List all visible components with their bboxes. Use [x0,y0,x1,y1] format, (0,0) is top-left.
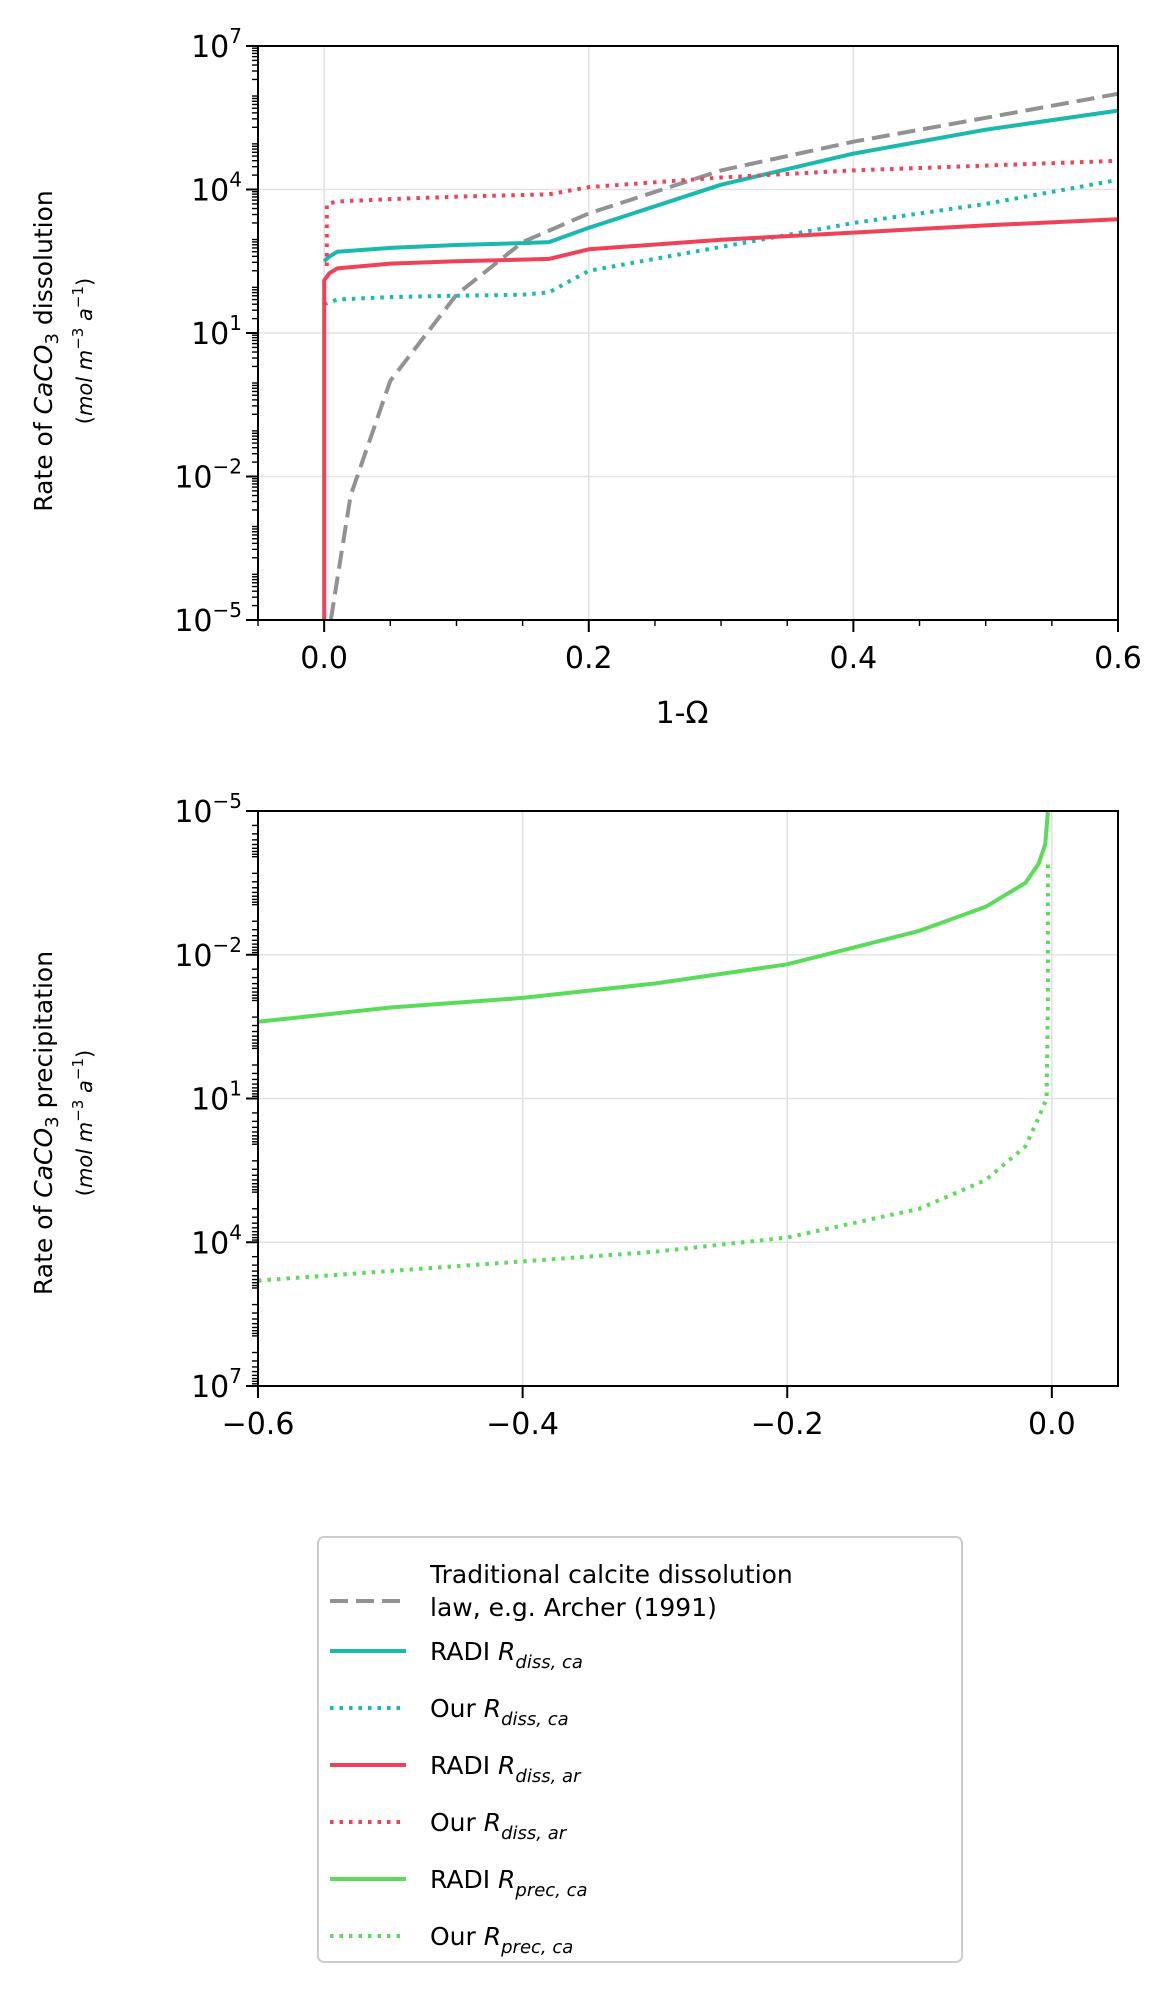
x-tick-label: 0.6 [1094,641,1142,676]
x-tick-label: 0.2 [565,641,613,676]
top-series [322,91,1119,621]
y-tick-label: 10−5 [174,598,242,639]
y-tick-label: 107 [191,1364,242,1405]
y-tick-label: 10−2 [174,455,242,496]
x-tick-label: 0.0 [1028,1407,1076,1442]
top-y-axis-label-line2: (mol m−3 a−1) [69,278,97,424]
bottom-y-axis-label-line1: Rate of CaCO3 precipitation [29,951,63,1295]
series-line-archer [328,91,1119,621]
series-line-radi_diss_ca [322,108,1119,263]
top-grid [258,45,1119,621]
bottom-axes: 10−5 10−2 101 104 107−0.6 −0.4 −0.2 0.0 [174,789,1119,1442]
legend-item-archer: Traditional calcite dissolution law, e.g.… [330,1560,793,1622]
x-tick-label: 0.0 [300,641,348,676]
top-y-axis-label: Rate of CaCO3 dissolution [29,190,63,512]
y-tick-label: 101 [191,1077,242,1118]
series-line-our_diss_ca [323,177,1119,307]
y-tick-label: 10−5 [174,789,242,830]
panel-dissolution: 10−5 10−2 101 104 107 0.0 0.2 0.4 0.6 1-Ω Rate o… [29,24,1142,731]
x-tick-label: −0.6 [222,1407,295,1442]
top-axes: 10−5 10−2 101 104 107 0.0 0.2 0.4 0.6 [174,24,1142,676]
y-tick-label: 107 [191,24,242,65]
y-tick-label: 10−2 [174,933,242,974]
x-tick-label: −0.4 [486,1407,559,1442]
top-x-axis-label: 1-Ω [656,696,709,731]
bottom-y-axis-label: Rate of CaCO3 precipitation [29,951,63,1295]
x-tick-label: 0.4 [830,641,878,676]
top-y-axis-label-line1: Rate of CaCO3 dissolution [29,190,63,512]
series-line-radi_diss_ar [322,217,1119,620]
legend-label: Traditional calcite dissolution [429,1560,793,1589]
y-tick-label: 101 [191,311,242,352]
legend-label: law, e.g. Archer (1991) [430,1593,717,1622]
series-line-radi_prec_ca [257,810,1050,1024]
series-line-our_diss_ar [324,158,1119,266]
bottom-grid [257,810,1118,1387]
legend: Traditional calcite dissolution law, e.g.… [317,1536,963,1963]
bottom-y-axis-label-line2: (mol m−3 a−1) [69,1050,97,1196]
y-tick-label: 104 [191,168,242,209]
plot-frame [257,810,1119,1387]
panel-precipitation: 10−5 10−2 101 104 107−0.6 −0.4 −0.2 0.0 Rate of… [29,789,1119,1442]
bottom-series [257,810,1050,1283]
top-y-axis-unit: (mol m−3 a−1) [69,278,97,424]
legend-box [317,1536,963,1963]
x-tick-label: −0.2 [751,1407,824,1442]
bottom-y-axis-unit: (mol m−3 a−1) [69,1050,97,1196]
series-line-our_prec_ca [257,858,1050,1283]
y-tick-label: 104 [191,1220,242,1261]
plot-frame [257,45,1119,621]
